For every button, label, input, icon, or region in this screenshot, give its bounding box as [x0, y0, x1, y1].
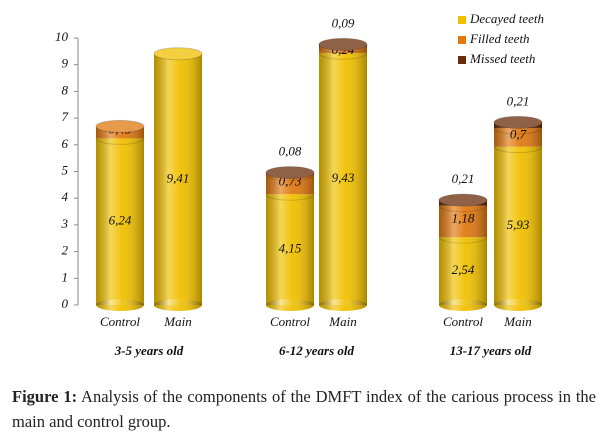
cylinder-base-shade — [494, 299, 542, 311]
y-tick-label: 0 — [62, 296, 69, 311]
cylinder-top — [95, 119, 145, 133]
cylinder-top — [265, 166, 315, 180]
cylinder-top — [318, 37, 368, 51]
segment-rim — [265, 174, 315, 182]
value-label: 5,93 — [507, 217, 530, 232]
y-tick-label: 5 — [62, 162, 69, 177]
cylinder-base-shade — [439, 299, 487, 311]
caption: Figure 1: Analysis of the components of … — [12, 384, 596, 434]
x-tick-label: Main — [328, 314, 356, 329]
value-label: 2,54 — [452, 262, 475, 277]
y-tick-label: 9 — [62, 56, 69, 71]
caption-label: Figure 1: — [12, 387, 78, 406]
cylinder-top-light — [494, 116, 542, 129]
value-label: 6,24 — [109, 213, 132, 228]
cylinder-top-light — [266, 166, 314, 179]
segment-rim — [493, 146, 543, 154]
bar-shade — [494, 146, 542, 305]
bar-shade — [439, 237, 487, 305]
cylinder-base-shade — [319, 299, 367, 311]
cylinder-base-shade — [154, 299, 202, 311]
bar-shade — [494, 127, 542, 147]
cylinder-top — [153, 47, 203, 61]
cylinder-top-light — [319, 38, 367, 51]
x-tick-label: Main — [503, 314, 531, 329]
group-label: 13-17 years old — [450, 343, 532, 358]
value-label: 9,41 — [167, 170, 190, 185]
x-tick-label: Main — [163, 314, 191, 329]
value-label: 0,09 — [332, 15, 355, 30]
segment-rim — [493, 127, 543, 135]
chart: 012345678910Control6,240,45Main9,41Contr… — [55, 11, 544, 358]
segment-rim — [438, 237, 488, 244]
legend-swatch — [458, 56, 466, 64]
legend-swatch — [458, 36, 466, 44]
legend-label: Missed teeth — [469, 51, 535, 66]
legend-label: Filled teeth — [469, 31, 530, 46]
y-tick-label: 2 — [62, 243, 69, 258]
bar-shade — [266, 174, 314, 195]
value-label: 0,7 — [510, 126, 527, 141]
y-tick-label: 3 — [61, 216, 69, 231]
bar-shade — [439, 205, 487, 238]
segment-rim — [318, 46, 368, 54]
bar-shade — [319, 53, 367, 306]
cylinder-top — [493, 115, 543, 129]
legend-swatch — [458, 16, 466, 24]
bar-shade — [154, 53, 202, 306]
bar-shade — [96, 138, 144, 305]
value-label: 0,08 — [279, 144, 302, 159]
value-label: 0,21 — [507, 93, 530, 108]
x-tick-label: Control — [270, 314, 310, 329]
y-tick-label: 8 — [62, 82, 69, 97]
cylinder-base-shade — [96, 299, 144, 311]
y-tick-label: 4 — [62, 189, 69, 204]
y-tick-label: 1 — [62, 269, 69, 284]
cylinder-base-shade — [266, 299, 314, 311]
value-label: 4,15 — [279, 241, 302, 256]
x-tick-label: Control — [100, 314, 140, 329]
x-tick-label: Control — [443, 314, 483, 329]
y-tick-label: 7 — [62, 109, 69, 124]
segment-rim — [265, 194, 315, 201]
cylinder-top — [438, 193, 488, 207]
value-label: 9,43 — [332, 170, 355, 185]
y-tick-label: 10 — [55, 29, 69, 44]
segment-rim — [95, 138, 145, 145]
y-tick-label: 6 — [62, 136, 69, 151]
legend-label: Decayed teeth — [469, 11, 544, 26]
group-label: 6-12 years old — [279, 343, 355, 358]
segment-rim — [318, 53, 368, 60]
value-label: 0,21 — [452, 171, 475, 186]
group-label: 3-5 years old — [114, 343, 184, 358]
cylinder-top-light — [96, 120, 144, 133]
bar-shade — [266, 194, 314, 305]
cylinder-top-light — [439, 194, 487, 207]
segment-rim — [438, 205, 488, 213]
caption-text: Analysis of the components of the DMFT i… — [12, 387, 596, 431]
cylinder-top-light — [154, 47, 202, 60]
value-label: 1,18 — [452, 210, 475, 225]
